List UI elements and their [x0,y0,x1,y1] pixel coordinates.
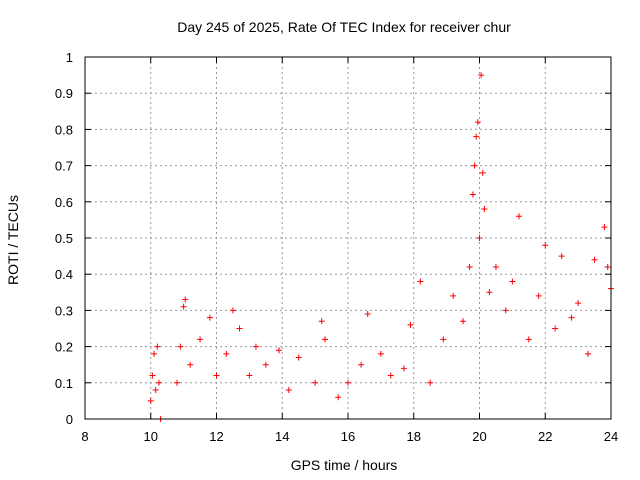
y-tick-label: 0.1 [55,376,73,391]
data-point [601,224,608,231]
data-point [417,278,424,285]
data-point [223,350,230,357]
x-tick-label: 22 [538,429,552,444]
y-tick-label: 0.6 [55,195,73,210]
data-point [229,307,236,314]
data-point [575,300,582,307]
data-point [466,263,473,270]
y-tick-label: 0.7 [55,159,73,174]
data-point [154,343,161,350]
data-point [471,162,478,169]
data-point [440,336,447,343]
x-tick-labels: 8 10 12 14 16 18 20 22 24 [81,429,618,444]
data-point [358,361,365,368]
data-point [535,292,542,299]
data-point [312,379,319,386]
data-point [377,350,384,357]
data-point [450,292,457,299]
data-point [604,263,611,270]
data-points [147,72,614,422]
data-point [285,387,292,394]
data-point [147,397,154,404]
x-tick-label: 10 [144,429,158,444]
data-point [407,321,414,328]
data-point [197,336,204,343]
data-point [469,191,476,198]
y-tick-label: 1 [66,50,73,65]
data-point [515,213,522,220]
y-tick-label: 0.8 [55,122,73,137]
data-point [591,256,598,263]
data-point [318,318,325,325]
data-point [335,394,342,401]
data-point [479,169,486,176]
data-point [481,206,488,213]
x-tick-label: 18 [407,429,421,444]
data-point [206,314,213,321]
data-point [558,253,565,260]
data-point [525,336,532,343]
data-point [364,311,371,318]
data-point [252,343,259,350]
y-tick-label: 0.2 [55,340,73,355]
data-point [151,350,158,357]
data-point [460,318,467,325]
x-axis-label: GPS time / hours [291,457,398,473]
data-point [584,350,591,357]
data-point [295,354,302,361]
x-tick-label: 20 [472,429,486,444]
data-point [502,307,509,314]
data-point [476,235,483,241]
data-point [387,372,394,379]
data-point [177,343,184,350]
data-point [473,133,480,140]
y-tick-label: 0.4 [55,267,73,282]
x-tick-label: 8 [81,429,88,444]
data-point [155,379,162,386]
x-tick-label: 24 [604,429,618,444]
data-point [187,361,194,368]
data-point [427,379,434,386]
x-tick-label: 12 [209,429,223,444]
data-point [400,365,407,372]
data-point [474,119,481,126]
chart-title: Day 245 of 2025, Rate Of TEC Index for r… [177,19,511,35]
data-point [174,379,181,386]
data-point [345,379,351,386]
data-point [568,314,575,321]
x-tick-label: 16 [341,429,355,444]
data-point [542,242,549,249]
y-tick-label: 0.5 [55,231,73,246]
y-tick-labels: 0 0.1 0.2 0.3 0.4 0.5 0.6 0.7 0.8 0.9 1 [55,50,73,427]
data-point [213,372,220,379]
data-point [509,278,516,285]
y-axis-label: ROTI / TECUs [5,195,21,285]
y-tick-label: 0 [66,412,73,427]
data-point [180,303,187,310]
y-tick-label: 0.3 [55,303,73,318]
x-tick-label: 14 [275,429,289,444]
axis-ticks [84,56,612,420]
data-point [149,372,156,379]
data-point [182,296,189,303]
data-point [152,387,159,394]
data-point [478,72,485,79]
data-point [246,372,253,379]
data-point [492,263,499,270]
data-point [275,347,282,354]
y-tick-label: 0.9 [55,86,73,101]
data-point [236,325,243,332]
data-point [262,361,269,368]
data-point [552,325,559,332]
data-point [321,336,328,343]
data-point [486,289,493,296]
